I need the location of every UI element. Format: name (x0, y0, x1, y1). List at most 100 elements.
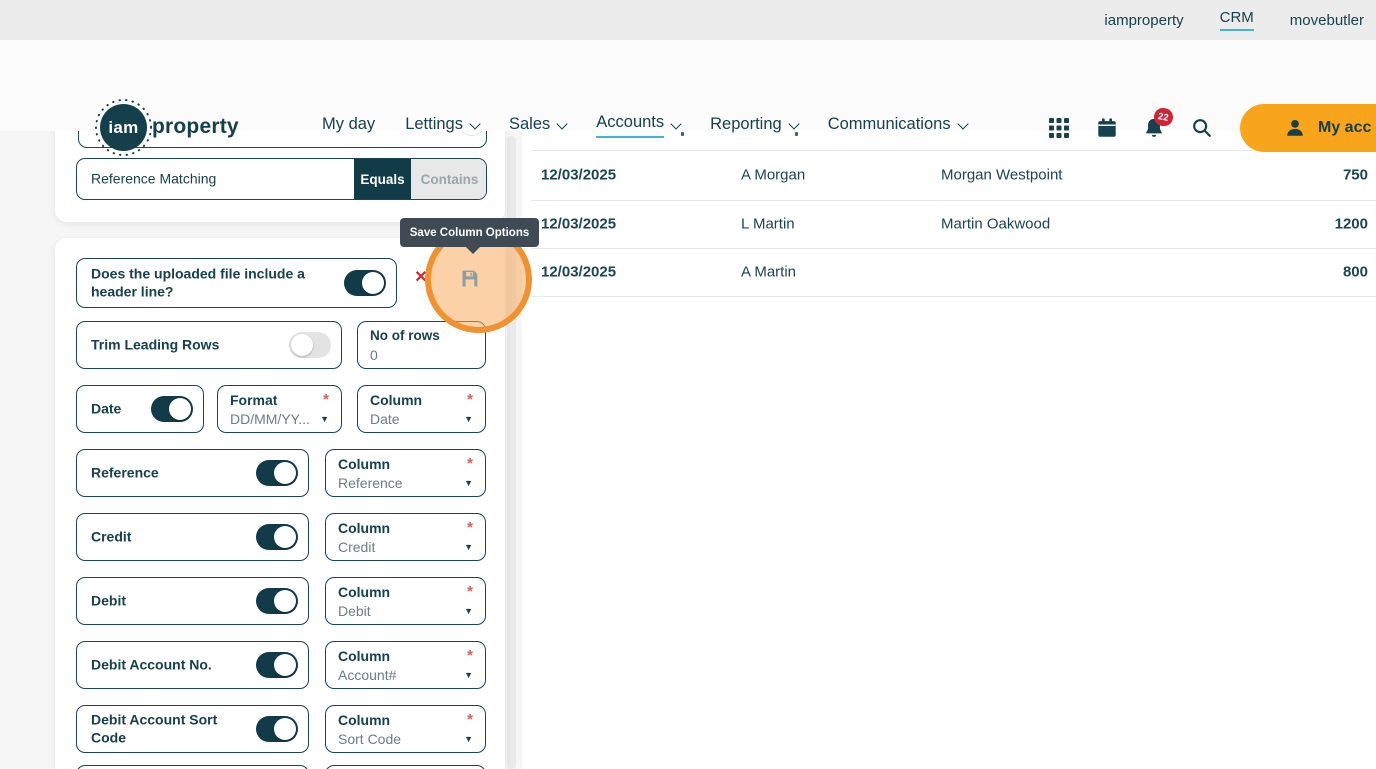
required-asterisk: * (467, 711, 473, 728)
table-row[interactable]: 12/03/2025 A Morgan Morgan Westpoint 750 (531, 150, 1376, 200)
cell-date: 12/03/2025 (541, 166, 617, 184)
field-label: Debit Account No. (91, 656, 212, 673)
search-icon[interactable] (1191, 117, 1213, 139)
sort-code-toggle[interactable] (256, 716, 298, 742)
toggle-knob (274, 462, 296, 484)
chevron-down-icon: ▼ (464, 670, 473, 680)
field-label: Credit (91, 528, 132, 545)
chevron-down-icon (956, 117, 969, 130)
nav-my-day[interactable]: My day (322, 115, 375, 136)
nav-label: Lettings (405, 115, 463, 133)
dropdown-label: Format (230, 392, 278, 408)
row-divider (531, 200, 1376, 201)
field-label: Date (91, 400, 122, 417)
debit-column-dropdown[interactable]: Column * Debit ▼ (325, 577, 486, 625)
nav-sales[interactable]: Sales (508, 115, 568, 136)
toggle-knob (274, 654, 296, 676)
sort-code-column-dropdown[interactable]: Column * Sort Code ▼ (325, 705, 486, 753)
cell-property: Martin Oakwood (941, 215, 1051, 233)
cell-property: Morgan Westpoint (941, 166, 1063, 184)
main-header: iam property My day Lettings Sales Accou… (0, 40, 1376, 156)
nav-label: My day (322, 115, 376, 133)
equals-segment-button[interactable]: Equals (354, 159, 411, 199)
chevron-down-icon: ▼ (320, 414, 329, 424)
dropdown-label: Column (338, 648, 391, 664)
apps-grid-icon[interactable] (1048, 117, 1070, 139)
field-label: Does the uploaded file include a header … (91, 265, 305, 300)
column-mapping-card (55, 238, 505, 769)
save-column-options-tooltip: Save Column Options (400, 218, 539, 254)
vertical-scrollbar[interactable] (507, 136, 516, 769)
toggle-knob (291, 334, 313, 356)
trim-leading-rows-toggle[interactable] (289, 332, 331, 358)
cell-amount: 800 (1342, 263, 1368, 281)
sort-code-field: Debit Account Sort Code (76, 705, 309, 753)
nav-accounts[interactable]: Accounts (596, 113, 682, 138)
row-divider (531, 296, 1376, 297)
nav-label: Accounts (596, 113, 665, 138)
dropdown-value: Date (370, 411, 400, 427)
tooltip-arrow (466, 247, 480, 254)
table-row[interactable]: 12/03/2025 L Martin Martin Oakwood 1200 (531, 200, 1376, 248)
cell-name: A Martin (741, 263, 797, 281)
dropdown-label: Column (338, 584, 391, 600)
reference-toggle[interactable] (256, 460, 298, 486)
dropdown-value: DD/MM/YY... (230, 411, 310, 427)
nav-communications[interactable]: Communications (827, 115, 969, 136)
field-label: Trim Leading Rows (91, 336, 220, 353)
credit-column-dropdown[interactable]: Column * Credit ▼ (325, 513, 486, 561)
header-line-toggle[interactable] (344, 270, 386, 296)
chevron-down-icon: ▼ (464, 414, 473, 424)
link-crm[interactable]: CRM (1219, 9, 1254, 31)
reference-field: Reference (76, 449, 309, 497)
no-of-rows-input[interactable]: No of rows 0 (357, 321, 486, 369)
date-format-dropdown[interactable]: Format * DD/MM/YY... ▼ (217, 385, 342, 433)
nav-label: Communications (827, 115, 951, 133)
date-column-dropdown[interactable]: Column * Date ▼ (357, 385, 486, 433)
debit-toggle[interactable] (256, 588, 298, 614)
my-account-button[interactable]: My acc (1240, 104, 1376, 152)
save-icon[interactable] (459, 268, 480, 289)
cell-name: L Martin (741, 215, 795, 233)
nav-label: Sales (508, 115, 551, 133)
date-toggle[interactable] (151, 396, 193, 422)
field-label: Debit (91, 592, 126, 609)
toggle-knob (274, 526, 296, 548)
contains-segment-button[interactable]: Contains (411, 159, 486, 199)
nav-label: Reporting (710, 115, 782, 133)
nav-reporting[interactable]: Reporting (710, 115, 800, 136)
dropdown-value: Debit (338, 603, 371, 619)
dropdown-value: Credit (338, 539, 376, 555)
remove-icon[interactable]: ✕ (414, 269, 428, 286)
debit-field: Debit (76, 577, 309, 625)
dropdown-label: Column (370, 392, 423, 408)
tooltip-label: Save Column Options (409, 226, 530, 239)
trim-leading-rows-field: Trim Leading Rows (76, 321, 342, 369)
debit-account-column-dropdown[interactable]: Column * Account# ▼ (325, 641, 486, 689)
table-row[interactable]: 12/03/2025 A Martin 800 (531, 248, 1376, 296)
nav-lettings[interactable]: Lettings (405, 115, 481, 136)
debit-account-no-toggle[interactable] (256, 652, 298, 678)
chevron-down-icon: ▼ (464, 478, 473, 488)
required-asterisk: * (467, 647, 473, 664)
brand-logo[interactable]: iam (100, 104, 147, 151)
toggle-knob (169, 398, 191, 420)
cell-name: A Morgan (741, 166, 806, 184)
person-icon (1287, 120, 1303, 136)
required-asterisk: * (467, 519, 473, 536)
chevron-down-icon (670, 117, 682, 130)
header-line-field: Does the uploaded file include a header … (76, 258, 397, 308)
input-value: 0 (370, 347, 378, 363)
calendar-icon[interactable] (1096, 117, 1118, 139)
chevron-down-icon (788, 117, 800, 130)
reference-column-dropdown[interactable]: Column * Reference ▼ (325, 449, 486, 497)
link-iamproperty[interactable]: iamproperty (1104, 11, 1184, 29)
product-links: iamproperty CRM movebutler (1104, 0, 1364, 40)
input-label: No of rows (370, 328, 440, 343)
dropdown-value: Account# (338, 667, 397, 683)
clipped-text-remnant (795, 132, 798, 136)
link-movebutler[interactable]: movebutler (1289, 11, 1364, 29)
credit-toggle[interactable] (256, 524, 298, 550)
toggle-knob (274, 590, 296, 612)
